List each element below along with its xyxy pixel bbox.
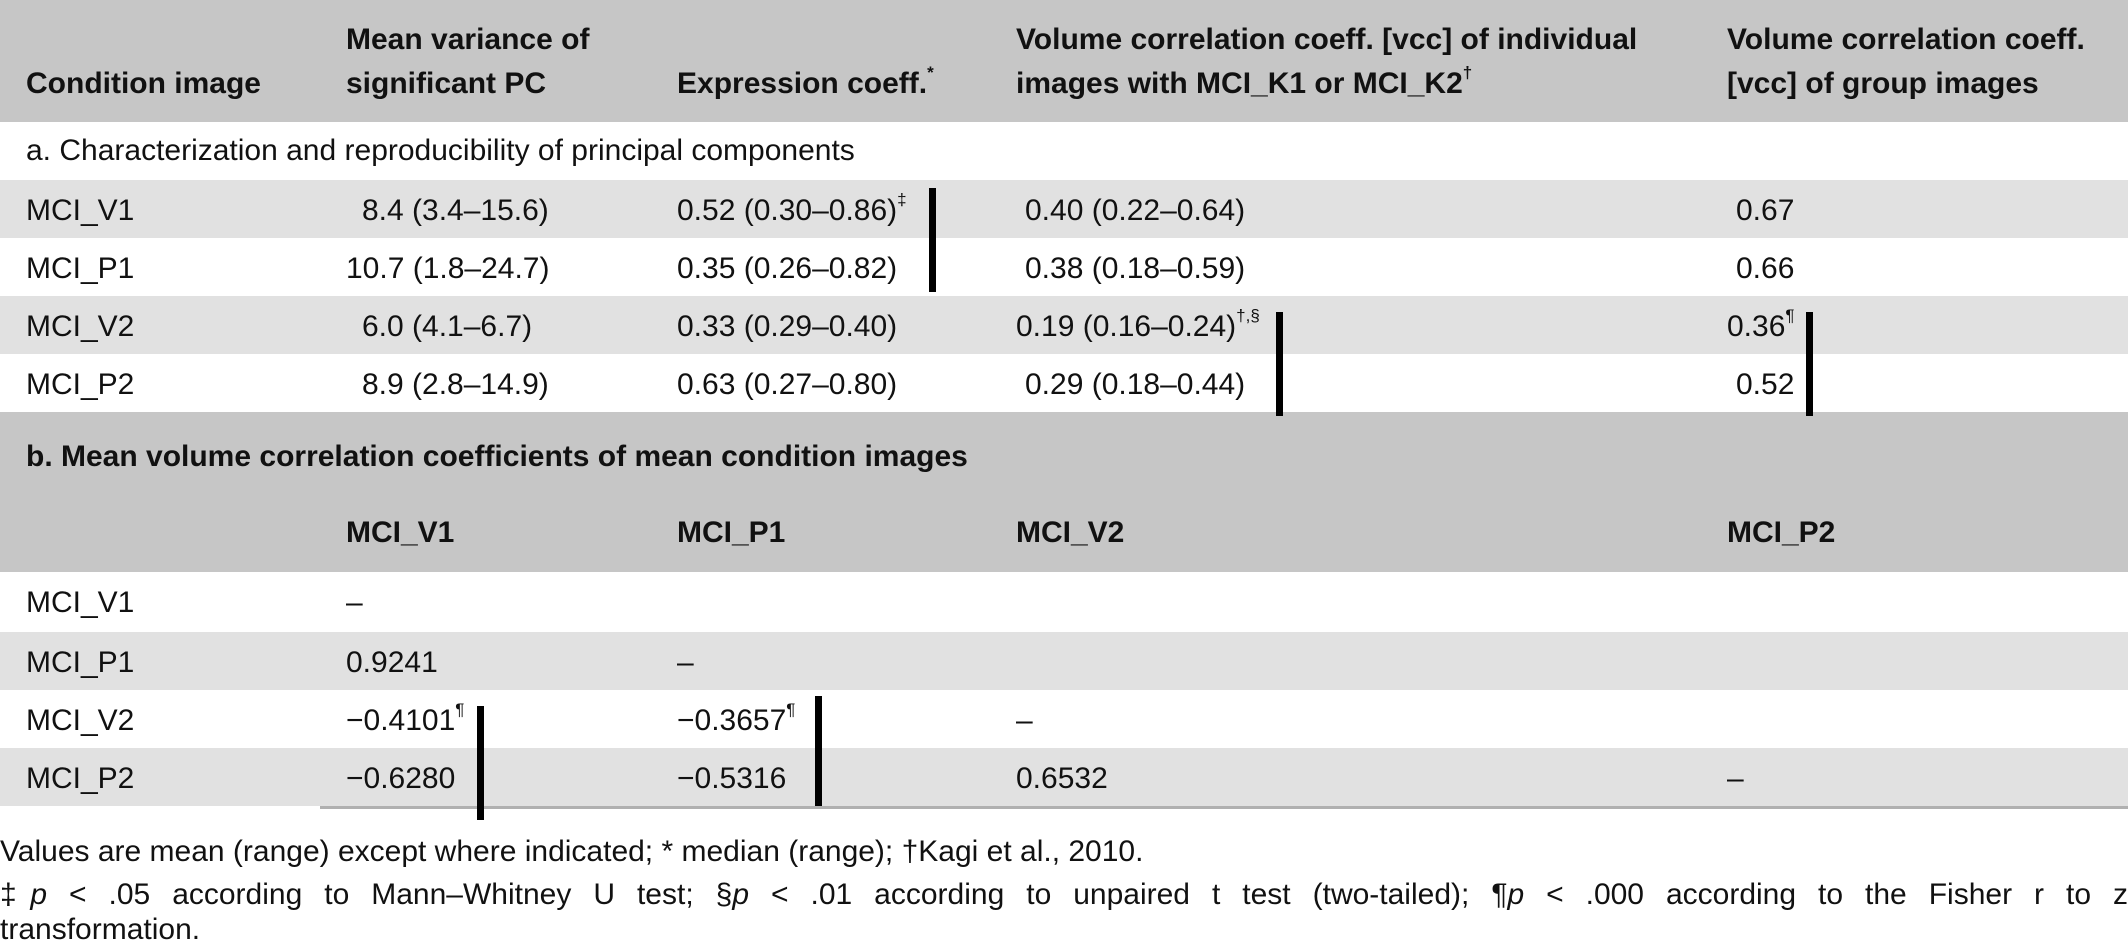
- header-mean-variance-line2: significant PC: [346, 67, 547, 100]
- row-label: MCI_P2: [26, 762, 135, 795]
- vcc-individual-cell: 0.29 (0.18–0.44): [1025, 368, 1246, 401]
- vcc-individual-cell: 0.38 (0.18–0.59): [1025, 252, 1246, 285]
- expression-cell: 0.52 (0.30–0.86)‡: [677, 190, 907, 227]
- table-bottom-rule: [320, 806, 2128, 809]
- row-label: MCI_V2: [26, 310, 135, 343]
- section-a-title-row: a. Characterization and reproducibility …: [0, 122, 2128, 180]
- row-label: MCI_P2: [26, 368, 135, 401]
- table-row: MCI_V1 8.4 (3.4–15.6) 0.52 (0.30–0.86)‡ …: [0, 180, 2128, 238]
- vcc-individual-cell: 0.19 (0.16–0.24)†,§: [1016, 306, 1260, 343]
- row-label: MCI_V2: [26, 704, 135, 737]
- section-b-header: b. Mean volume correlation coefficients …: [0, 412, 2128, 572]
- column-header-mci-p2: MCI_P2: [1727, 516, 1836, 549]
- corr-cell-p1: −0.5316: [677, 762, 787, 795]
- corr-cell-v2: 0.6532: [1016, 762, 1108, 795]
- header-condition-image: Condition image: [26, 67, 261, 100]
- corr-cell-v1: −0.4101¶: [346, 700, 465, 737]
- header-vcc-group-line2: [vcc] of group images: [1727, 67, 2039, 100]
- significance-bar-vcc-individual: [1276, 312, 1283, 416]
- significance-bar-mci-p1: [815, 696, 822, 806]
- expression-cell: 0.35 (0.26–0.82): [677, 252, 898, 285]
- vcc-group-cell: 0.36¶: [1727, 306, 1795, 343]
- variance-cell: 8.4 (3.4–15.6): [362, 194, 549, 227]
- header-vcc-individual-line2: images with MCI_K1 or MCI_K2†: [1016, 63, 1473, 100]
- table-row: MCI_P2 8.9 (2.8–14.9) 0.63 (0.27–0.80) 0…: [0, 354, 2128, 412]
- vcc-group-cell: 0.52: [1736, 368, 1795, 401]
- corr-cell-v1: −0.6280: [346, 762, 456, 795]
- table-row: MCI_V2 −0.4101¶ −0.3657¶ –: [0, 690, 2128, 748]
- column-header-mci-p1: MCI_P1: [677, 516, 786, 549]
- significance-bar-vcc-group: [1806, 312, 1813, 416]
- footnote-line-2: ‡p < .05 according to Mann–Whitney U tes…: [0, 878, 2128, 911]
- vcc-individual-cell: 0.40 (0.22–0.64): [1025, 194, 1246, 227]
- column-header-mci-v1: MCI_V1: [346, 516, 455, 549]
- section-b-title: b. Mean volume correlation coefficients …: [26, 440, 968, 473]
- corr-cell-v1: 0.9241: [346, 646, 438, 679]
- footnote-line-3: transformation.: [0, 913, 201, 946]
- row-label: MCI_V1: [26, 194, 135, 227]
- variance-cell: 6.0 (4.1–6.7): [362, 310, 533, 343]
- variance-cell: 8.9 (2.8–14.9): [362, 368, 549, 401]
- row-label: MCI_P1: [26, 252, 135, 285]
- significance-bar-expression: [929, 188, 936, 292]
- header-expression-coeff: Expression coeff.*: [677, 63, 934, 100]
- corr-cell-p1: −0.3657¶: [677, 700, 796, 737]
- variance-cell: 10.7 (1.8–24.7): [346, 252, 550, 285]
- expression-cell: 0.63 (0.27–0.80): [677, 368, 898, 401]
- table-row: MCI_V1 –: [0, 572, 2128, 632]
- table-row: MCI_P1 10.7 (1.8–24.7) 0.35 (0.26–0.82) …: [0, 238, 2128, 296]
- table-row: MCI_P2 −0.6280 −0.5316 0.6532 –: [0, 748, 2128, 806]
- column-header-mci-v2: MCI_V2: [1016, 516, 1125, 549]
- vcc-group-cell: 0.66: [1736, 252, 1795, 285]
- row-label: MCI_P1: [26, 646, 135, 679]
- corr-cell-v2: –: [1016, 704, 1033, 737]
- significance-bar-mci-v1: [477, 706, 484, 820]
- row-label: MCI_V1: [26, 586, 135, 619]
- table-row: MCI_P1 0.9241 –: [0, 632, 2128, 690]
- corr-cell-v1: –: [346, 586, 363, 619]
- header-mean-variance-line1: Mean variance of: [346, 23, 590, 56]
- vcc-group-cell: 0.67: [1736, 194, 1795, 227]
- footnote-line-1: Values are mean (range) except where ind…: [0, 835, 1144, 868]
- section-a-title: a. Characterization and reproducibility …: [26, 134, 855, 167]
- expression-cell: 0.33 (0.29–0.40): [677, 310, 898, 343]
- table-header: Condition image Mean variance of signifi…: [0, 0, 2128, 122]
- header-vcc-group-line1: Volume correlation coeff.: [1727, 23, 2085, 56]
- corr-cell-p2: –: [1727, 762, 1744, 795]
- header-vcc-individual-line1: Volume correlation coeff. [vcc] of indiv…: [1016, 23, 1638, 56]
- corr-cell-p1: –: [677, 646, 694, 679]
- table-row: MCI_V2 6.0 (4.1–6.7) 0.33 (0.29–0.40) 0.…: [0, 296, 2128, 354]
